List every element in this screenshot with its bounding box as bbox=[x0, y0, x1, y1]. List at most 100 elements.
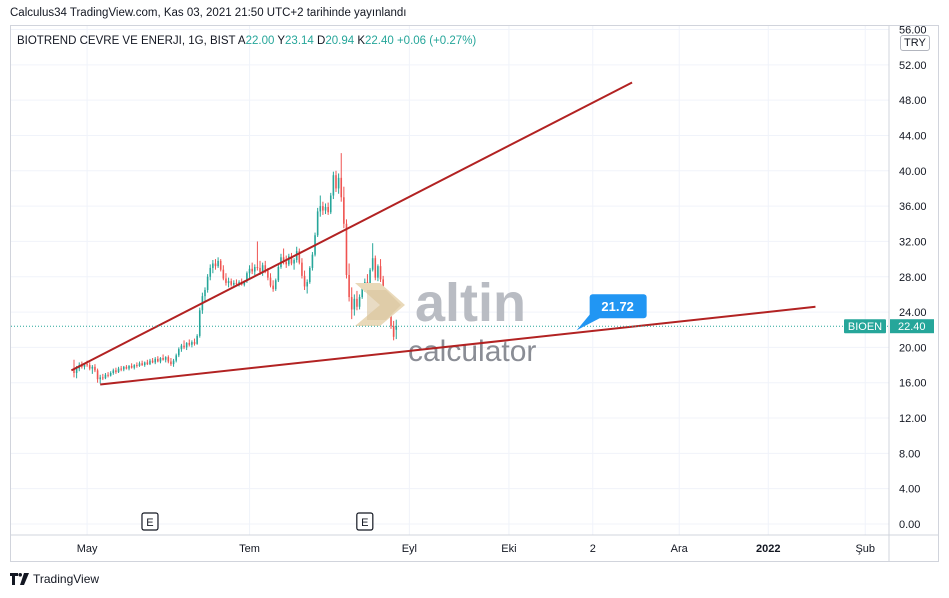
candle-body bbox=[256, 267, 259, 269]
candle-body bbox=[112, 370, 115, 374]
candle-body bbox=[130, 365, 133, 368]
candle-body bbox=[267, 270, 269, 278]
candle-body bbox=[335, 175, 337, 189]
candle-body bbox=[149, 360, 151, 365]
candle-body bbox=[204, 289, 206, 297]
candle-body bbox=[340, 177, 343, 198]
candle-body bbox=[272, 285, 274, 290]
legend-high: 23.14 bbox=[285, 35, 314, 47]
x-tick-label: Şub bbox=[855, 543, 875, 555]
candle-body bbox=[374, 258, 377, 278]
candle-body bbox=[309, 267, 311, 283]
candle-body bbox=[136, 365, 138, 367]
x-tick-label: 2 bbox=[590, 543, 596, 555]
footer[interactable]: TradingView bbox=[10, 572, 99, 586]
candle-body bbox=[353, 298, 356, 310]
candle-body bbox=[348, 274, 350, 298]
watermark-tagline: calculator bbox=[408, 335, 536, 368]
candle-body bbox=[233, 282, 235, 285]
candle-body bbox=[238, 282, 240, 284]
x-tick-label: May bbox=[77, 543, 98, 555]
candle-body bbox=[358, 297, 361, 307]
candle-body bbox=[293, 259, 295, 264]
candle-body bbox=[172, 360, 175, 365]
currency-badge[interactable]: TRY bbox=[900, 35, 930, 51]
earnings-marker-label: E bbox=[146, 517, 153, 529]
candle-body bbox=[322, 206, 324, 211]
candle-body bbox=[227, 281, 230, 283]
callout: 21.72 bbox=[576, 294, 647, 331]
candle-body bbox=[154, 358, 157, 363]
candle-body bbox=[343, 197, 345, 224]
footer-brand: TradingView bbox=[33, 572, 100, 586]
candle-body bbox=[164, 357, 167, 360]
candle-body bbox=[298, 251, 301, 263]
callout-value: 21.72 bbox=[601, 299, 634, 314]
candle-body bbox=[282, 257, 285, 262]
candle-body bbox=[133, 365, 136, 368]
candle-body bbox=[319, 206, 322, 212]
candle-body bbox=[138, 363, 141, 366]
y-tick-label: 52.00 bbox=[899, 60, 927, 72]
y-tick-label: 4.00 bbox=[899, 484, 920, 496]
legend: BIOTREND CEVRE VE ENERJI, 1G, BIST A22.0… bbox=[17, 35, 476, 47]
candle-body bbox=[170, 361, 172, 365]
candle-body bbox=[214, 263, 217, 267]
candle-body bbox=[253, 267, 256, 272]
watermark: altin calculator bbox=[355, 273, 536, 368]
candle-body bbox=[88, 365, 91, 369]
candle-body bbox=[251, 268, 253, 272]
candle-body bbox=[178, 349, 180, 356]
x-tick-label: Eyl bbox=[402, 543, 417, 555]
candle-body bbox=[86, 364, 88, 366]
y-tick-label: 24.00 bbox=[899, 307, 927, 319]
candle-body bbox=[243, 281, 246, 285]
candle-body bbox=[128, 365, 130, 369]
candle-body bbox=[75, 368, 78, 374]
candle-body bbox=[185, 342, 188, 348]
x-tick-label: 2022 bbox=[756, 543, 780, 555]
candle-body bbox=[73, 368, 75, 374]
candle-body bbox=[288, 256, 290, 265]
watermark-word: altin bbox=[415, 273, 526, 333]
candle-body bbox=[329, 195, 332, 213]
candle-body bbox=[225, 278, 227, 283]
candle-body bbox=[167, 357, 170, 362]
legend-open-label: A bbox=[237, 35, 246, 47]
candle-body bbox=[361, 286, 363, 298]
x-tick-label: Eki bbox=[501, 543, 516, 555]
candle-body bbox=[175, 355, 177, 361]
legend-high-label: Y bbox=[277, 35, 286, 47]
candle-body bbox=[96, 370, 99, 380]
candle-body bbox=[188, 342, 191, 345]
candle-body bbox=[345, 223, 348, 275]
candle-body bbox=[274, 280, 277, 290]
legend-open: 22.00 bbox=[245, 35, 275, 47]
y-tick-label: 40.00 bbox=[899, 166, 927, 178]
candle-body bbox=[117, 368, 120, 373]
candle-body bbox=[120, 368, 122, 370]
callout-box bbox=[589, 294, 647, 319]
candle-body bbox=[91, 366, 94, 369]
y-tick-label: 28.00 bbox=[899, 272, 927, 284]
candle-body bbox=[246, 273, 248, 282]
candle-body bbox=[371, 258, 374, 270]
x-tick-label: Ara bbox=[671, 543, 689, 555]
y-tick-label: 32.00 bbox=[899, 236, 927, 248]
candle-body bbox=[261, 265, 264, 273]
candle-body bbox=[183, 345, 185, 348]
candle-body bbox=[377, 266, 379, 278]
candle-body bbox=[395, 326, 398, 330]
candles bbox=[73, 153, 398, 384]
earnings-marker bbox=[356, 512, 374, 531]
candle-body bbox=[248, 268, 251, 274]
candle-body bbox=[379, 266, 382, 280]
x-axis: May Tem Eyl Eki 2 Ara 2022 Şub bbox=[77, 543, 875, 555]
chart-frame[interactable] bbox=[10, 25, 939, 562]
publish-info: Calculus34 TradingView.com, Kas 03, 2021… bbox=[10, 7, 407, 19]
y-tick-label: 12.00 bbox=[899, 413, 927, 425]
candle-body bbox=[104, 374, 107, 379]
y-axis: 0.00 4.00 8.00 12.00 16.00 20.00 24.00 28.00 32.… bbox=[899, 25, 927, 532]
